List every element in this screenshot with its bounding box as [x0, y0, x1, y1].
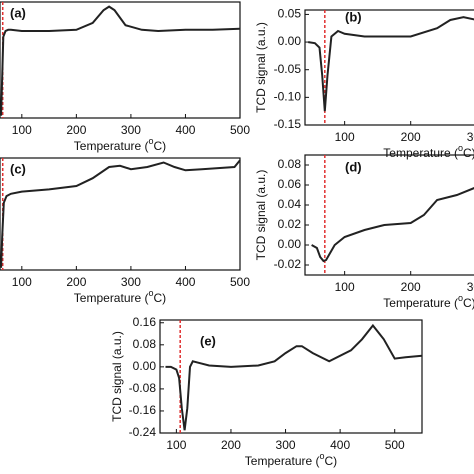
x-axis-label-part: Temperature (	[383, 146, 458, 160]
x-tick-label: 300	[121, 275, 141, 289]
y-tick-label: 0.02	[278, 217, 302, 231]
x-axis-label-part: o	[458, 143, 463, 153]
x-axis-label-part: o	[149, 136, 154, 146]
y-tick-label: -0.16	[129, 403, 157, 417]
x-tick-label: 300	[276, 438, 296, 452]
x-axis-label-part: C)	[463, 146, 474, 160]
x-axis-label-part: Temperature (	[74, 291, 149, 305]
panel-label: (e)	[200, 333, 216, 348]
plot-frame	[304, 154, 474, 276]
plot-frame	[159, 319, 423, 434]
x-axis-label-part: C)	[325, 454, 338, 468]
y-tick-label: -0.08	[129, 381, 157, 395]
panel: 100 200 300 400 500 Temperature (oC) (a)	[0, 1, 250, 153]
y-tick-label: -0.24	[129, 425, 157, 439]
y-axis-label: TCD signal (a.u.)	[254, 170, 268, 261]
x-axis-label-part: C)	[154, 291, 167, 305]
x-tick-label: 100	[12, 123, 32, 137]
x-axis-label: Temperature (oC)	[383, 143, 474, 160]
x-axis-label-part: Temperature (	[245, 454, 320, 468]
x-tick-label: 500	[230, 123, 250, 137]
y-tick-label: 0.08	[133, 337, 157, 351]
panel: 100 200 300 0.05 0.00 -0.05 -0.10 -0.15 Temperat…	[254, 7, 474, 160]
x-tick-label: 200	[401, 280, 421, 294]
x-tick-label: 400	[175, 123, 195, 137]
line-series	[0, 5, 241, 116]
x-tick-label: 500	[385, 438, 405, 452]
panel: 100 200 300 400 500 Temperature (oC) (c)	[0, 157, 250, 305]
x-tick-label: 100	[335, 280, 355, 294]
panel-label: (a)	[10, 5, 26, 20]
x-axis-label-part: o	[320, 451, 325, 461]
panel: 100 200 300 0.08 0.06 0.04 0.02 0.00 -0.02 Temper…	[254, 154, 474, 310]
plot-frame	[0, 1, 241, 119]
line-series	[165, 323, 423, 431]
x-tick-label: 200	[66, 275, 86, 289]
x-axis-label-part: Temperature (	[383, 296, 458, 310]
plot-frame	[0, 157, 241, 271]
x-tick-label: 100	[12, 275, 32, 289]
x-tick-label: 300	[467, 280, 474, 294]
x-tick-label: 300	[121, 123, 141, 137]
x-axis-label: Temperature (oC)	[383, 293, 474, 310]
y-tick-label: 0.05	[278, 7, 302, 21]
x-axis-label-part: C)	[463, 296, 474, 310]
panel-label: (c)	[10, 161, 26, 176]
panel: 100 200 300 400 500 0.16 0.08 0.00 -0.08 -0.16 -0.…	[110, 315, 423, 468]
y-axis-label: TCD signal (a.u.)	[110, 331, 124, 422]
y-tick-label: 0.04	[278, 197, 302, 211]
x-tick-label: 200	[66, 123, 86, 137]
x-axis-label: Temperature (oC)	[245, 451, 337, 468]
x-tick-label: 300	[467, 130, 474, 144]
x-tick-label: 200	[221, 438, 241, 452]
panel-label: (d)	[345, 159, 362, 174]
y-tick-label: -0.02	[274, 257, 302, 271]
y-tick-label: 0.08	[278, 157, 302, 171]
line-series	[311, 187, 474, 263]
line-series	[0, 159, 241, 268]
x-tick-label: 100	[166, 438, 186, 452]
x-axis-label-part: o	[458, 293, 463, 303]
x-axis-label-part: Temperature (	[74, 139, 149, 153]
x-tick-label: 500	[230, 275, 250, 289]
x-tick-label: 400	[330, 438, 350, 452]
panel-label: (b)	[345, 9, 362, 24]
y-tick-label: -0.15	[274, 117, 302, 131]
y-axis-label: TCD signal (a.u.)	[254, 22, 268, 113]
x-axis-label: Temperature (oC)	[74, 136, 166, 153]
x-axis-label: Temperature (oC)	[74, 288, 166, 305]
y-tick-label: 0.00	[278, 237, 302, 251]
plot-frame	[304, 9, 474, 126]
x-axis-label-part: o	[149, 288, 154, 298]
y-tick-label: -0.10	[274, 90, 302, 104]
line-series	[308, 16, 474, 112]
x-tick-label: 200	[401, 130, 421, 144]
y-tick-label: 0.00	[278, 34, 302, 48]
x-axis-label-part: C)	[154, 139, 167, 153]
x-tick-label: 400	[175, 275, 195, 289]
y-tick-label: 0.00	[133, 359, 157, 373]
y-tick-label: 0.16	[133, 315, 157, 329]
y-tick-label: -0.05	[274, 62, 302, 76]
x-tick-label: 100	[335, 130, 355, 144]
y-tick-label: 0.06	[278, 177, 302, 191]
